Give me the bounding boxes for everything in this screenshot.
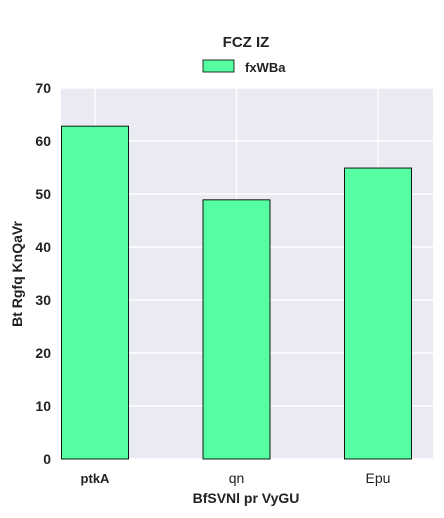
x-tick-labels: ptkA qn Epu [81,470,391,486]
legend: fxWBa [202,59,286,75]
bar-ptka [61,125,129,460]
y-tick-label: 50 [35,186,51,202]
x-tick-label: ptkA [81,471,111,486]
y-tick-labels: 0 10 20 30 40 50 60 70 [35,80,51,467]
y-tick-label: 30 [35,292,51,308]
bar-qn [202,199,271,460]
bars [61,125,412,460]
x-axis-label: BfSVNl pr VyGU [193,490,300,506]
y-tick-label: 70 [35,80,51,96]
bar-epu [344,167,412,460]
x-tick-label: qn [229,470,245,486]
chart-title: FCZ IZ [223,34,270,51]
x-tick-label: Epu [366,470,391,486]
y-tick-label: 0 [43,451,51,467]
legend-swatch-fxwba [202,59,235,73]
y-tick-label: 60 [35,133,51,149]
legend-label-fxwba: fxWBa [245,60,286,75]
y-tick-label: 40 [35,239,51,255]
y-axis-label: Bt Rgfq KnQaVr [9,221,25,327]
y-tick-label: 20 [35,345,51,361]
y-tick-label: 10 [35,398,51,414]
